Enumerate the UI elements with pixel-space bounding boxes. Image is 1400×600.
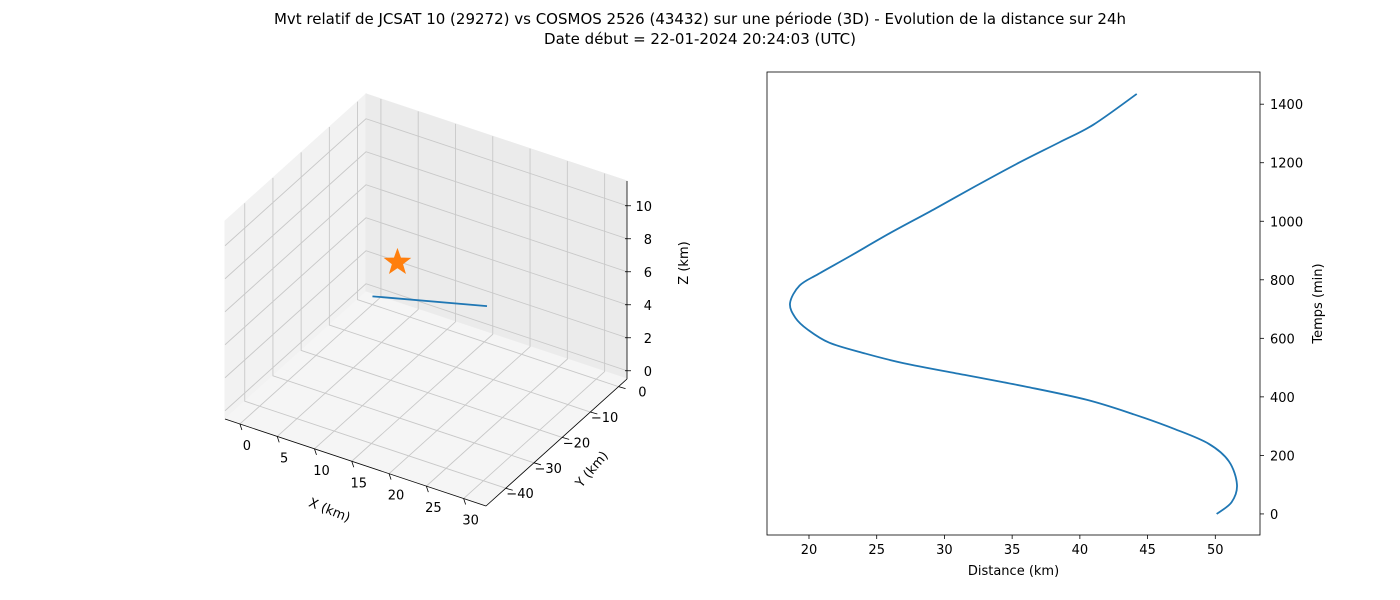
y-tick-label: 0	[1270, 508, 1278, 523]
x-tick-label: 25	[425, 501, 442, 516]
x-tick-label: 30	[936, 543, 953, 558]
grid-line-z	[224, 250, 628, 379]
x-tick	[463, 498, 467, 505]
y-tick	[562, 437, 570, 440]
y-axis-label: Y (km)	[572, 449, 611, 492]
x-tick	[388, 473, 392, 480]
grid-line-x	[314, 123, 456, 450]
z-tick-label: 6	[644, 266, 652, 281]
y-axis-label: Temps (min)	[1311, 263, 1326, 344]
y-tick-label: 1000	[1270, 215, 1303, 230]
grid-line-x	[388, 148, 531, 475]
x-tick-label: 20	[388, 489, 405, 504]
x-tick	[239, 423, 243, 431]
grid-line-y	[244, 203, 506, 489]
grid-line-y	[272, 177, 535, 464]
x-tick	[351, 461, 355, 468]
z-axis-label: Z (km)	[677, 241, 692, 284]
x-tick	[314, 448, 317, 455]
y-tick-label: −20	[563, 436, 590, 451]
distance-time-plot: 20 25 30 35 40 45 50 0 200 400 600 800 1000 1200 1400 D…	[766, 71, 1326, 579]
grid-line-x	[463, 173, 606, 499]
x-axis-label: X (km)	[306, 496, 352, 526]
grid-line-y	[357, 101, 619, 388]
x-tick-label: 15	[350, 476, 367, 491]
y-tick-label: 1400	[1270, 98, 1303, 113]
x-tick-label: 45	[1139, 543, 1156, 558]
grid-line-z	[224, 151, 628, 280]
x-tick-label: 20	[801, 543, 818, 558]
grid-line-z	[224, 217, 628, 346]
x-tick-label: 25	[868, 543, 885, 558]
distance-curve	[789, 93, 1238, 515]
y-axis-line	[485, 378, 628, 507]
grid-line-y	[300, 152, 563, 438]
y-tick-label: −30	[535, 462, 562, 477]
grid-line-x	[351, 136, 494, 462]
grid-line-x	[426, 161, 568, 487]
figure-title: Mvt relatif de JCSAT 10 (29272) vs COSMO…	[273, 10, 1127, 28]
z-tick-label: 0	[644, 365, 652, 380]
x-tick-label: 10	[313, 464, 330, 479]
y-tick-label: 0	[638, 386, 646, 401]
x-axis-line	[224, 418, 487, 507]
trajectory-line	[372, 295, 488, 308]
grid-line-z	[224, 184, 628, 313]
y-tick-label: 400	[1270, 391, 1295, 406]
z-tick-label: 4	[644, 299, 652, 314]
y-tick	[590, 411, 598, 415]
x-tick-label: 35	[1004, 543, 1021, 558]
z-tick-label: 10	[635, 200, 652, 215]
x-tick	[425, 485, 429, 493]
z-tick-label: 2	[644, 332, 652, 347]
figure-subtitle: Date début = 22-01-2024 20:24:03 (UTC)	[544, 30, 856, 48]
x-tick-label: 5	[280, 451, 288, 466]
grid-line-y	[328, 127, 591, 413]
x-tick	[276, 436, 280, 443]
grid-line-z	[224, 283, 628, 412]
y-tick-label: 800	[1270, 274, 1295, 289]
relative-motion-3d-plot: 0 5 10 15 20 25 30 0 −10−20−30−40 0 2 4 6 8 10 X (km) Y …	[224, 92, 692, 529]
y-tick-label: 600	[1270, 332, 1295, 347]
grid-line-z	[224, 118, 628, 247]
y-tick-label: 1200	[1270, 157, 1303, 172]
x-tick-label: 0	[243, 439, 251, 454]
y-tick	[505, 487, 513, 491]
grid-line-x	[276, 111, 419, 437]
y-tick-label: 200	[1270, 449, 1295, 464]
y-tick-label: −10	[591, 411, 618, 426]
y-tick-label: −40	[506, 487, 533, 502]
plot-frame	[766, 71, 1261, 536]
x-axis-label: Distance (km)	[968, 564, 1059, 579]
y-tick	[533, 462, 542, 466]
y-tick	[618, 386, 626, 390]
x-tick-label: 50	[1207, 543, 1224, 558]
origin-star-marker	[383, 247, 412, 275]
x-tick-label: 30	[462, 514, 479, 529]
x-tick-label: 40	[1072, 543, 1089, 558]
z-tick-label: 8	[644, 233, 652, 248]
